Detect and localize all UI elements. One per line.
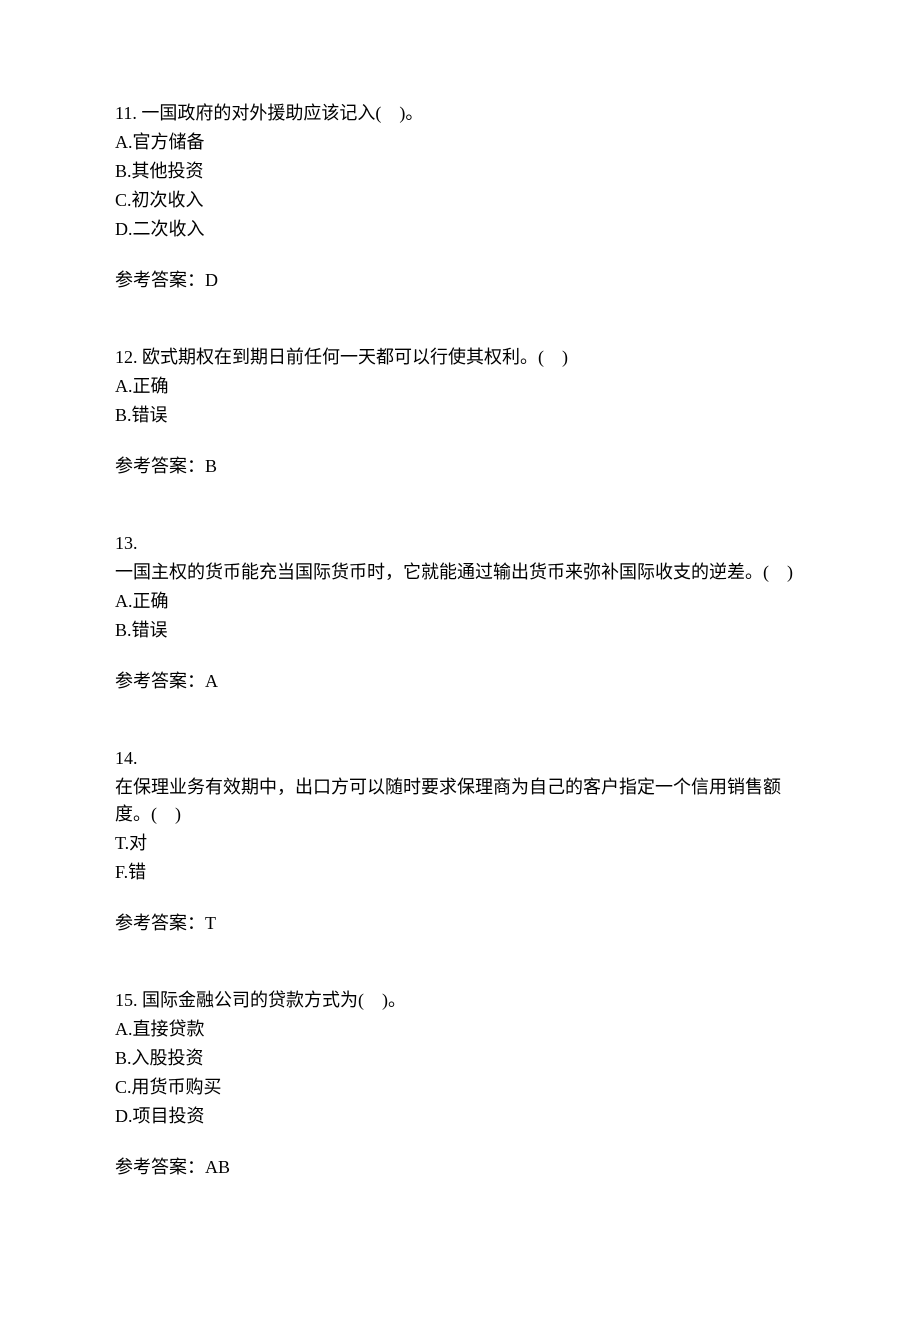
question-number: 11. [115,103,137,123]
question-option: D.项目投资 [115,1103,805,1130]
answer-value: A [205,671,218,691]
question-option: B.错误 [115,402,805,429]
question-block: 11. 一国政府的对外援助应该记入( )。 A.官方储备 B.其他投资 C.初次… [115,100,805,294]
question-stem: 在保理业务有效期中，出口方可以随时要求保理商为自己的客户指定一个信用销售额度。(… [115,774,805,828]
question-stem: 一国主权的货币能充当国际货币时，它就能通过输出货币来弥补国际收支的逆差。( ) [115,559,805,586]
question-option: F.错 [115,859,805,886]
question-option: D.二次收入 [115,216,805,243]
answer-label: 参考答案： [115,456,205,476]
question-option: A.正确 [115,588,805,615]
answer-row: 参考答案：B [115,453,805,480]
answer-row: 参考答案：A [115,668,805,695]
question-stem: 欧式期权在到期日前任何一天都可以行使其权利。( ) [142,347,568,367]
question-text: 11. 一国政府的对外援助应该记入( )。 [115,100,805,127]
question-block: 12. 欧式期权在到期日前任何一天都可以行使其权利。( ) A.正确 B.错误 … [115,344,805,480]
question-option: A.正确 [115,373,805,400]
question-number: 15. [115,990,138,1010]
answer-label: 参考答案： [115,270,205,290]
question-option: A.直接贷款 [115,1016,805,1043]
question-option: T.对 [115,830,805,857]
answer-row: 参考答案：D [115,267,805,294]
answer-label: 参考答案： [115,671,205,691]
answer-value: T [205,913,216,933]
answer-value: D [205,270,218,290]
answer-row: 参考答案：T [115,910,805,937]
question-option: B.入股投资 [115,1045,805,1072]
question-block: 15. 国际金融公司的贷款方式为( )。 A.直接贷款 B.入股投资 C.用货币… [115,987,805,1181]
question-option: C.用货币购买 [115,1074,805,1101]
answer-row: 参考答案：AB [115,1154,805,1181]
question-text: 12. 欧式期权在到期日前任何一天都可以行使其权利。( ) [115,344,805,371]
question-number-line: 13. [115,530,805,557]
answer-value: AB [205,1157,230,1177]
question-text: 15. 国际金融公司的贷款方式为( )。 [115,987,805,1014]
question-block: 14. 在保理业务有效期中，出口方可以随时要求保理商为自己的客户指定一个信用销售… [115,745,805,937]
question-option: C.初次收入 [115,187,805,214]
answer-label: 参考答案： [115,1157,205,1177]
question-number: 12. [115,347,138,367]
question-stem: 一国政府的对外援助应该记入( )。 [141,103,423,123]
question-stem: 国际金融公司的贷款方式为( )。 [142,990,406,1010]
question-option: A.官方储备 [115,129,805,156]
question-block: 13. 一国主权的货币能充当国际货币时，它就能通过输出货币来弥补国际收支的逆差。… [115,530,805,695]
answer-value: B [205,456,217,476]
question-option: B.错误 [115,617,805,644]
answer-label: 参考答案： [115,913,205,933]
question-option: B.其他投资 [115,158,805,185]
question-number-line: 14. [115,745,805,772]
